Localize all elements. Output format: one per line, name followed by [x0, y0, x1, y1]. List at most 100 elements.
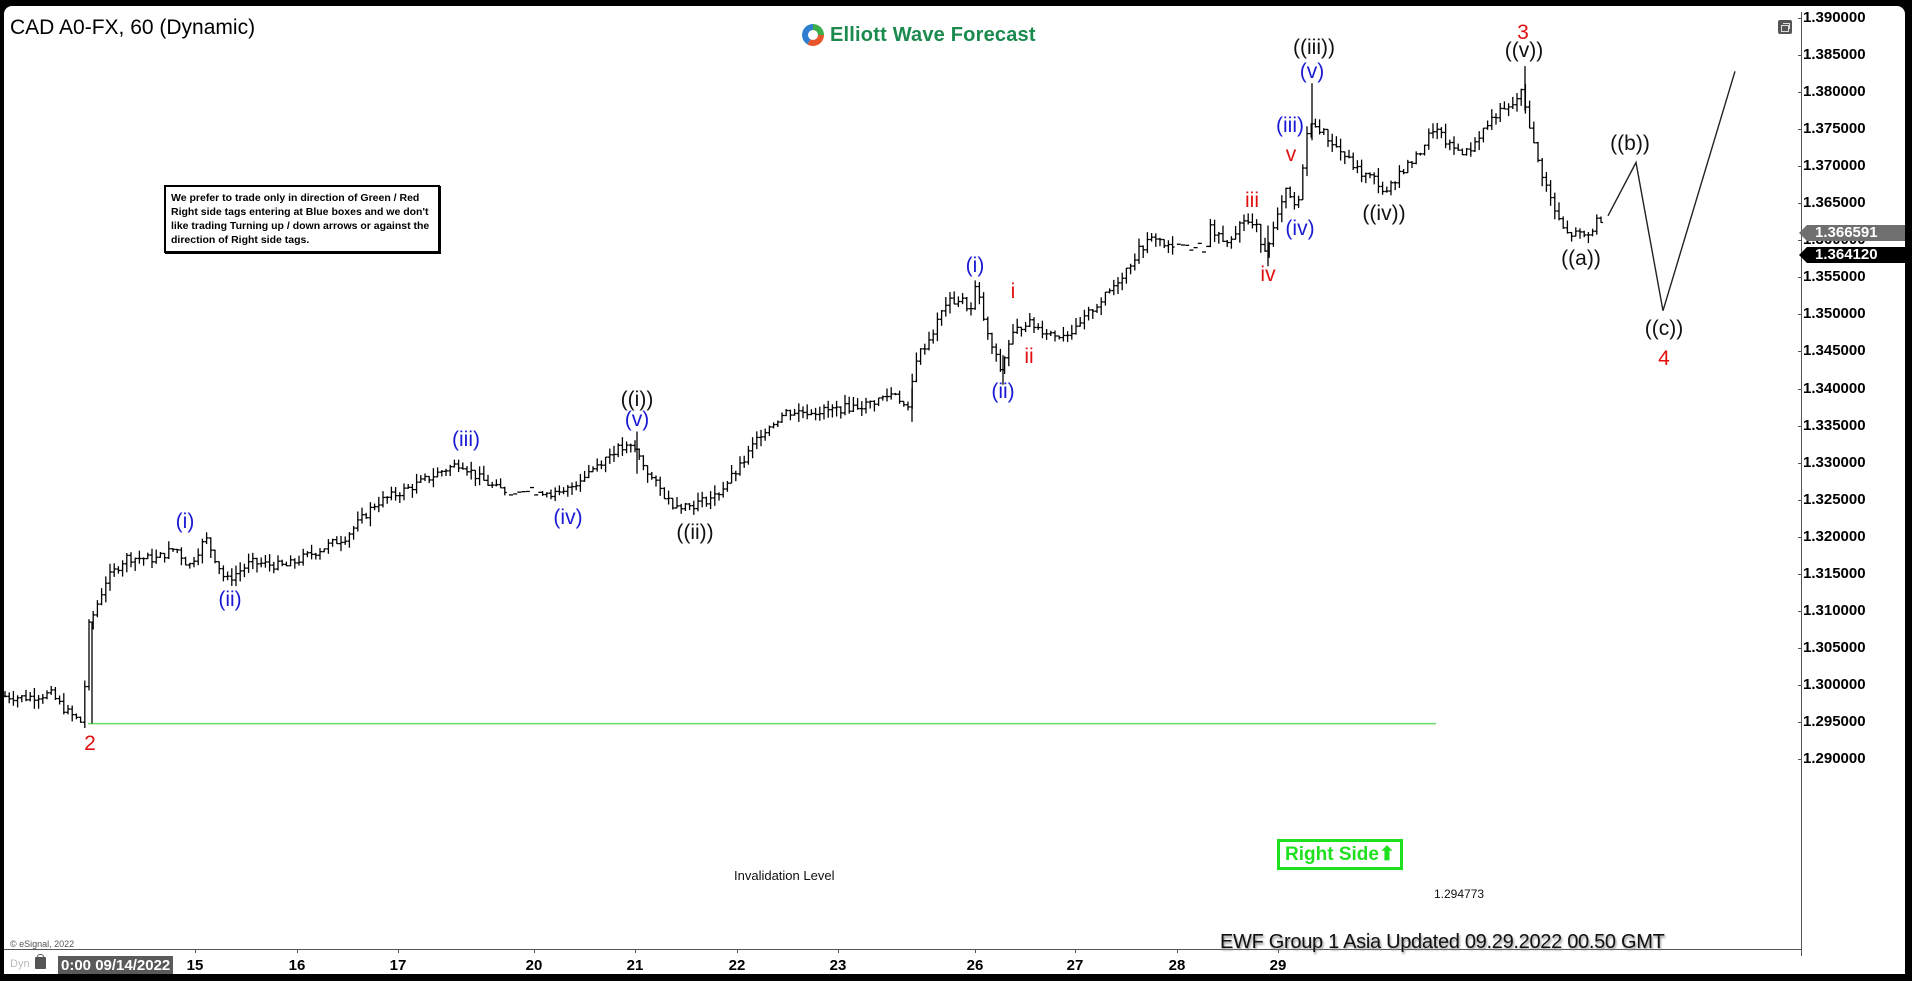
invalidation-label: Invalidation Level [734, 868, 835, 883]
price-tick-label: 1.315000 [1803, 564, 1866, 582]
arrow-up-icon: ⬆ [1378, 844, 1395, 865]
price-tick [1798, 610, 1802, 612]
date-tick-label: 22 [728, 957, 746, 974]
date-tick-label: 28 [1168, 957, 1186, 974]
price-tick [1798, 166, 1802, 168]
price-tick [1798, 55, 1802, 57]
wave-label: ((b)) [1610, 132, 1650, 156]
price-tick [1798, 462, 1802, 464]
price-tick-label: 1.390000 [1803, 9, 1866, 26]
date-tick [1075, 949, 1076, 953]
wave-label: v [1285, 143, 1297, 167]
wave-label: (iv) [1285, 217, 1315, 241]
wave-label: i [1010, 280, 1016, 304]
price-tick-label: 1.320000 [1803, 527, 1866, 545]
wave-label: ii [1024, 344, 1034, 368]
elliott-wave-logo: Elliott Wave Forecast [800, 22, 1036, 48]
price-tick [1798, 388, 1802, 390]
wave-label: (ii) [991, 380, 1015, 404]
price-tick [1798, 129, 1802, 131]
price-tick [1798, 684, 1802, 686]
date-tick-label: 21 [626, 957, 644, 974]
price-tick-label: 1.370000 [1803, 157, 1866, 175]
date-tick [737, 949, 738, 953]
date-tick-label: 15 [186, 957, 204, 974]
price-tick-label: 1.350000 [1803, 305, 1866, 323]
trading-note-box: We prefer to trade only in direction of … [164, 185, 440, 253]
chart-title: CAD A0-FX, 60 (Dynamic) [10, 16, 256, 39]
date-tick-label: 23 [829, 957, 847, 974]
date-tick-label: 27 [1066, 957, 1084, 974]
time-axis-line [4, 949, 1801, 950]
price-tick [1798, 351, 1802, 353]
esignal-copyright: © eSignal, 2022 [10, 939, 75, 949]
date-tick [1278, 949, 1279, 953]
date-tick-label: 20 [525, 957, 543, 974]
price-tick [1798, 721, 1802, 723]
price-tick [1798, 499, 1802, 501]
date-tick-label: 17 [389, 957, 407, 974]
logo-text: Elliott Wave Forecast [830, 23, 1036, 46]
price-tick [1798, 277, 1802, 279]
wave-label: (iv) [553, 506, 583, 530]
price-tick-label: 1.365000 [1803, 194, 1866, 212]
ohlc-bars [4, 66, 1603, 728]
wave-label: (v) [624, 408, 650, 432]
price-tick [1798, 92, 1802, 94]
date-tick-label: 26 [966, 957, 984, 974]
date-tick [398, 949, 399, 953]
wave-label: ((i)) [620, 387, 654, 411]
date-tick [838, 949, 839, 953]
wave-label: 3 [1517, 20, 1529, 44]
price-tick-label: 1.340000 [1803, 379, 1866, 397]
price-tick-label: 1.310000 [1803, 601, 1866, 619]
price-tick-label: 1.305000 [1803, 638, 1866, 656]
wave-label: iii [1245, 189, 1259, 213]
price-tick-label: 1.295000 [1803, 712, 1866, 730]
price-tick [1798, 759, 1802, 760]
price-tick-label: 1.385000 [1803, 46, 1866, 64]
price-tick [1798, 647, 1802, 649]
price-tick [1798, 314, 1802, 316]
price-tick-label: 1.335000 [1803, 416, 1866, 434]
price-tick [1798, 203, 1802, 205]
price-chart[interactable] [4, 6, 1905, 974]
restore-window-icon[interactable] [1778, 20, 1792, 34]
wave-label: ((iv)) [1362, 202, 1406, 226]
wave-label: 4 [1658, 346, 1670, 370]
price-tick-label: 1.380000 [1803, 83, 1866, 101]
logo-swirl-icon [802, 24, 824, 46]
lock-icon[interactable] [35, 954, 46, 969]
wave-label: ((a)) [1561, 246, 1601, 270]
price-tick [1798, 536, 1802, 538]
price-tick-label: 1.375000 [1803, 120, 1866, 138]
date-tick-label: 29 [1269, 957, 1287, 974]
wave-projection-path [1607, 71, 1736, 311]
cursor-date-box: 0:00 09/14/2022 [58, 956, 174, 974]
wave-label: (iii) [1276, 113, 1304, 137]
price-tick [1798, 18, 1802, 19]
date-tick-label: 16 [288, 957, 306, 974]
date-tick [1177, 949, 1178, 953]
wave-label: (iii) [452, 428, 480, 452]
ewf-update-footer: EWF Group 1 Asia Updated 09.29.2022 00.5… [1220, 931, 1665, 953]
wave-label: (i) [175, 509, 195, 533]
date-tick [635, 949, 636, 953]
price-tick-label: 1.330000 [1803, 453, 1866, 471]
wave-label: ((iii)) [1293, 35, 1335, 59]
wave-label: (i) [965, 254, 985, 278]
price-tick-label: 1.345000 [1803, 342, 1866, 360]
wave-label: ((c)) [1644, 317, 1684, 341]
date-tick [297, 949, 298, 953]
invalidation-value: 1.294773 [1434, 887, 1485, 901]
dyn-label[interactable]: Dyn [10, 958, 30, 970]
date-tick [975, 949, 976, 953]
wave-label: (ii) [218, 587, 242, 611]
current-price-tag: 1.364120 [1799, 247, 1905, 263]
date-tick [534, 949, 535, 953]
price-tick-label: 1.290000 [1803, 750, 1866, 767]
price-tick-label: 1.355000 [1803, 268, 1866, 286]
last-price-tag-gray: 1.366591 [1799, 225, 1905, 241]
price-tick-label: 1.300000 [1803, 675, 1866, 693]
price-tick [1798, 425, 1802, 427]
